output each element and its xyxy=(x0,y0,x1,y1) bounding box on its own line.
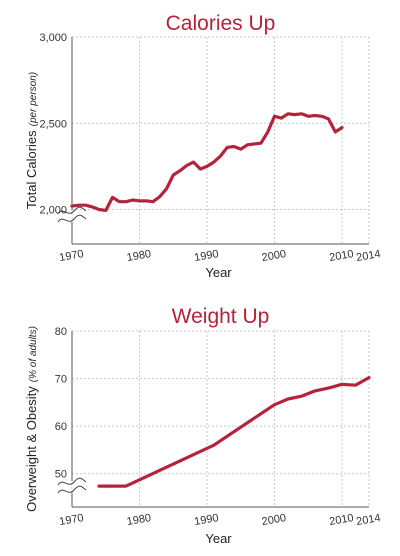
y-tick-label: 50 xyxy=(55,469,67,481)
axis-break-mark xyxy=(57,214,87,223)
y-tick-label: 80 xyxy=(55,326,67,338)
y-tick-label: 3,000 xyxy=(39,32,67,44)
chart-2: Weight Up 50 60 70 80 1970 1980 1990 2000 2010 201… xyxy=(24,305,382,546)
y-axis-label-main: Total Calories xyxy=(24,130,39,209)
series-line xyxy=(70,112,344,212)
x-tick-label: 1990 xyxy=(193,512,219,528)
series-line xyxy=(97,376,371,488)
axis-break-mark xyxy=(57,485,87,494)
x-tick-label: 1970 xyxy=(58,248,84,264)
x-tick-label: 1980 xyxy=(126,248,152,264)
y-axis-label: Overweight & Obesity (% of adults) xyxy=(24,326,39,512)
y-tick-label: 2,000 xyxy=(39,205,67,217)
x-tick-label: 2010 xyxy=(328,512,354,528)
y-axis-label-sub: (% of adults) xyxy=(28,326,39,382)
x-tick-label: 2000 xyxy=(261,512,287,528)
x-tick-label: 2014 xyxy=(355,512,381,528)
chart-title: Calories Up xyxy=(166,12,276,35)
x-tick-label: 1990 xyxy=(193,248,219,264)
y-axis-label-main: Overweight & Obesity xyxy=(24,386,39,512)
x-axis-label: Year xyxy=(205,265,232,280)
y-tick-label: 70 xyxy=(55,374,67,386)
x-axis-label: Year xyxy=(205,531,232,546)
chart-1: Calories Up 2,000 2,500 3,000 1970 1980 1990 20… xyxy=(24,12,382,280)
chart-title: Weight Up xyxy=(172,305,270,328)
axis-break-mark xyxy=(57,477,87,486)
y-axis-label: Total Calories (per person) xyxy=(24,72,39,209)
x-tick-label: 2010 xyxy=(328,248,354,264)
x-tick-label: 1980 xyxy=(126,512,152,528)
y-tick-label: 60 xyxy=(55,421,67,433)
y-axis-label-sub: (per person) xyxy=(28,72,39,126)
x-tick-label: 2014 xyxy=(355,248,381,264)
x-tick-label: 1970 xyxy=(58,512,84,528)
x-tick-label: 2000 xyxy=(261,248,287,264)
y-tick-label: 2,500 xyxy=(39,118,67,130)
axis-break-mark xyxy=(57,206,87,215)
